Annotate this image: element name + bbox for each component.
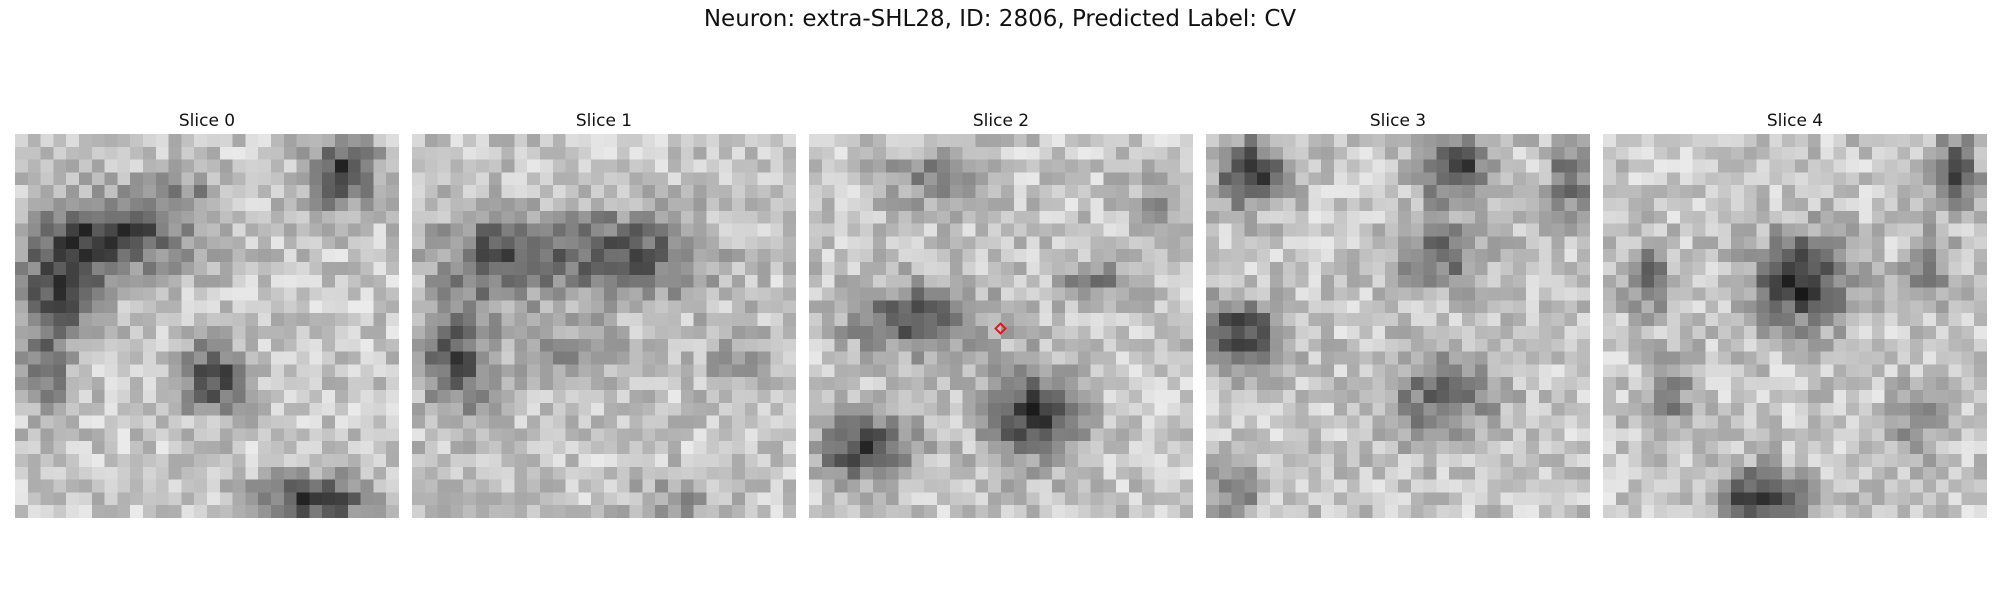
- slice-title: Slice 1: [575, 111, 633, 131]
- slice-image: [412, 134, 796, 518]
- slice-image: [1206, 134, 1590, 518]
- slice-panel-4: Slice 4: [1603, 108, 1987, 518]
- slice-panel-0: Slice 0: [15, 108, 399, 518]
- slice-title: Slice 3: [1369, 111, 1427, 131]
- slice-panel-2: Slice 2: [809, 108, 1193, 518]
- slice-title: Slice 4: [1766, 111, 1824, 131]
- figure-title: Neuron: extra-SHL28, ID: 2806, Predicted…: [703, 6, 1297, 32]
- slice-image: [15, 134, 399, 518]
- slice-panel-1: Slice 1: [412, 108, 796, 518]
- slice-title: Slice 0: [178, 111, 236, 131]
- slice-image: [809, 134, 1193, 518]
- slice-title: Slice 2: [972, 111, 1030, 131]
- slice-image: [1603, 134, 1987, 518]
- slice-panel-3: Slice 3: [1206, 108, 1590, 518]
